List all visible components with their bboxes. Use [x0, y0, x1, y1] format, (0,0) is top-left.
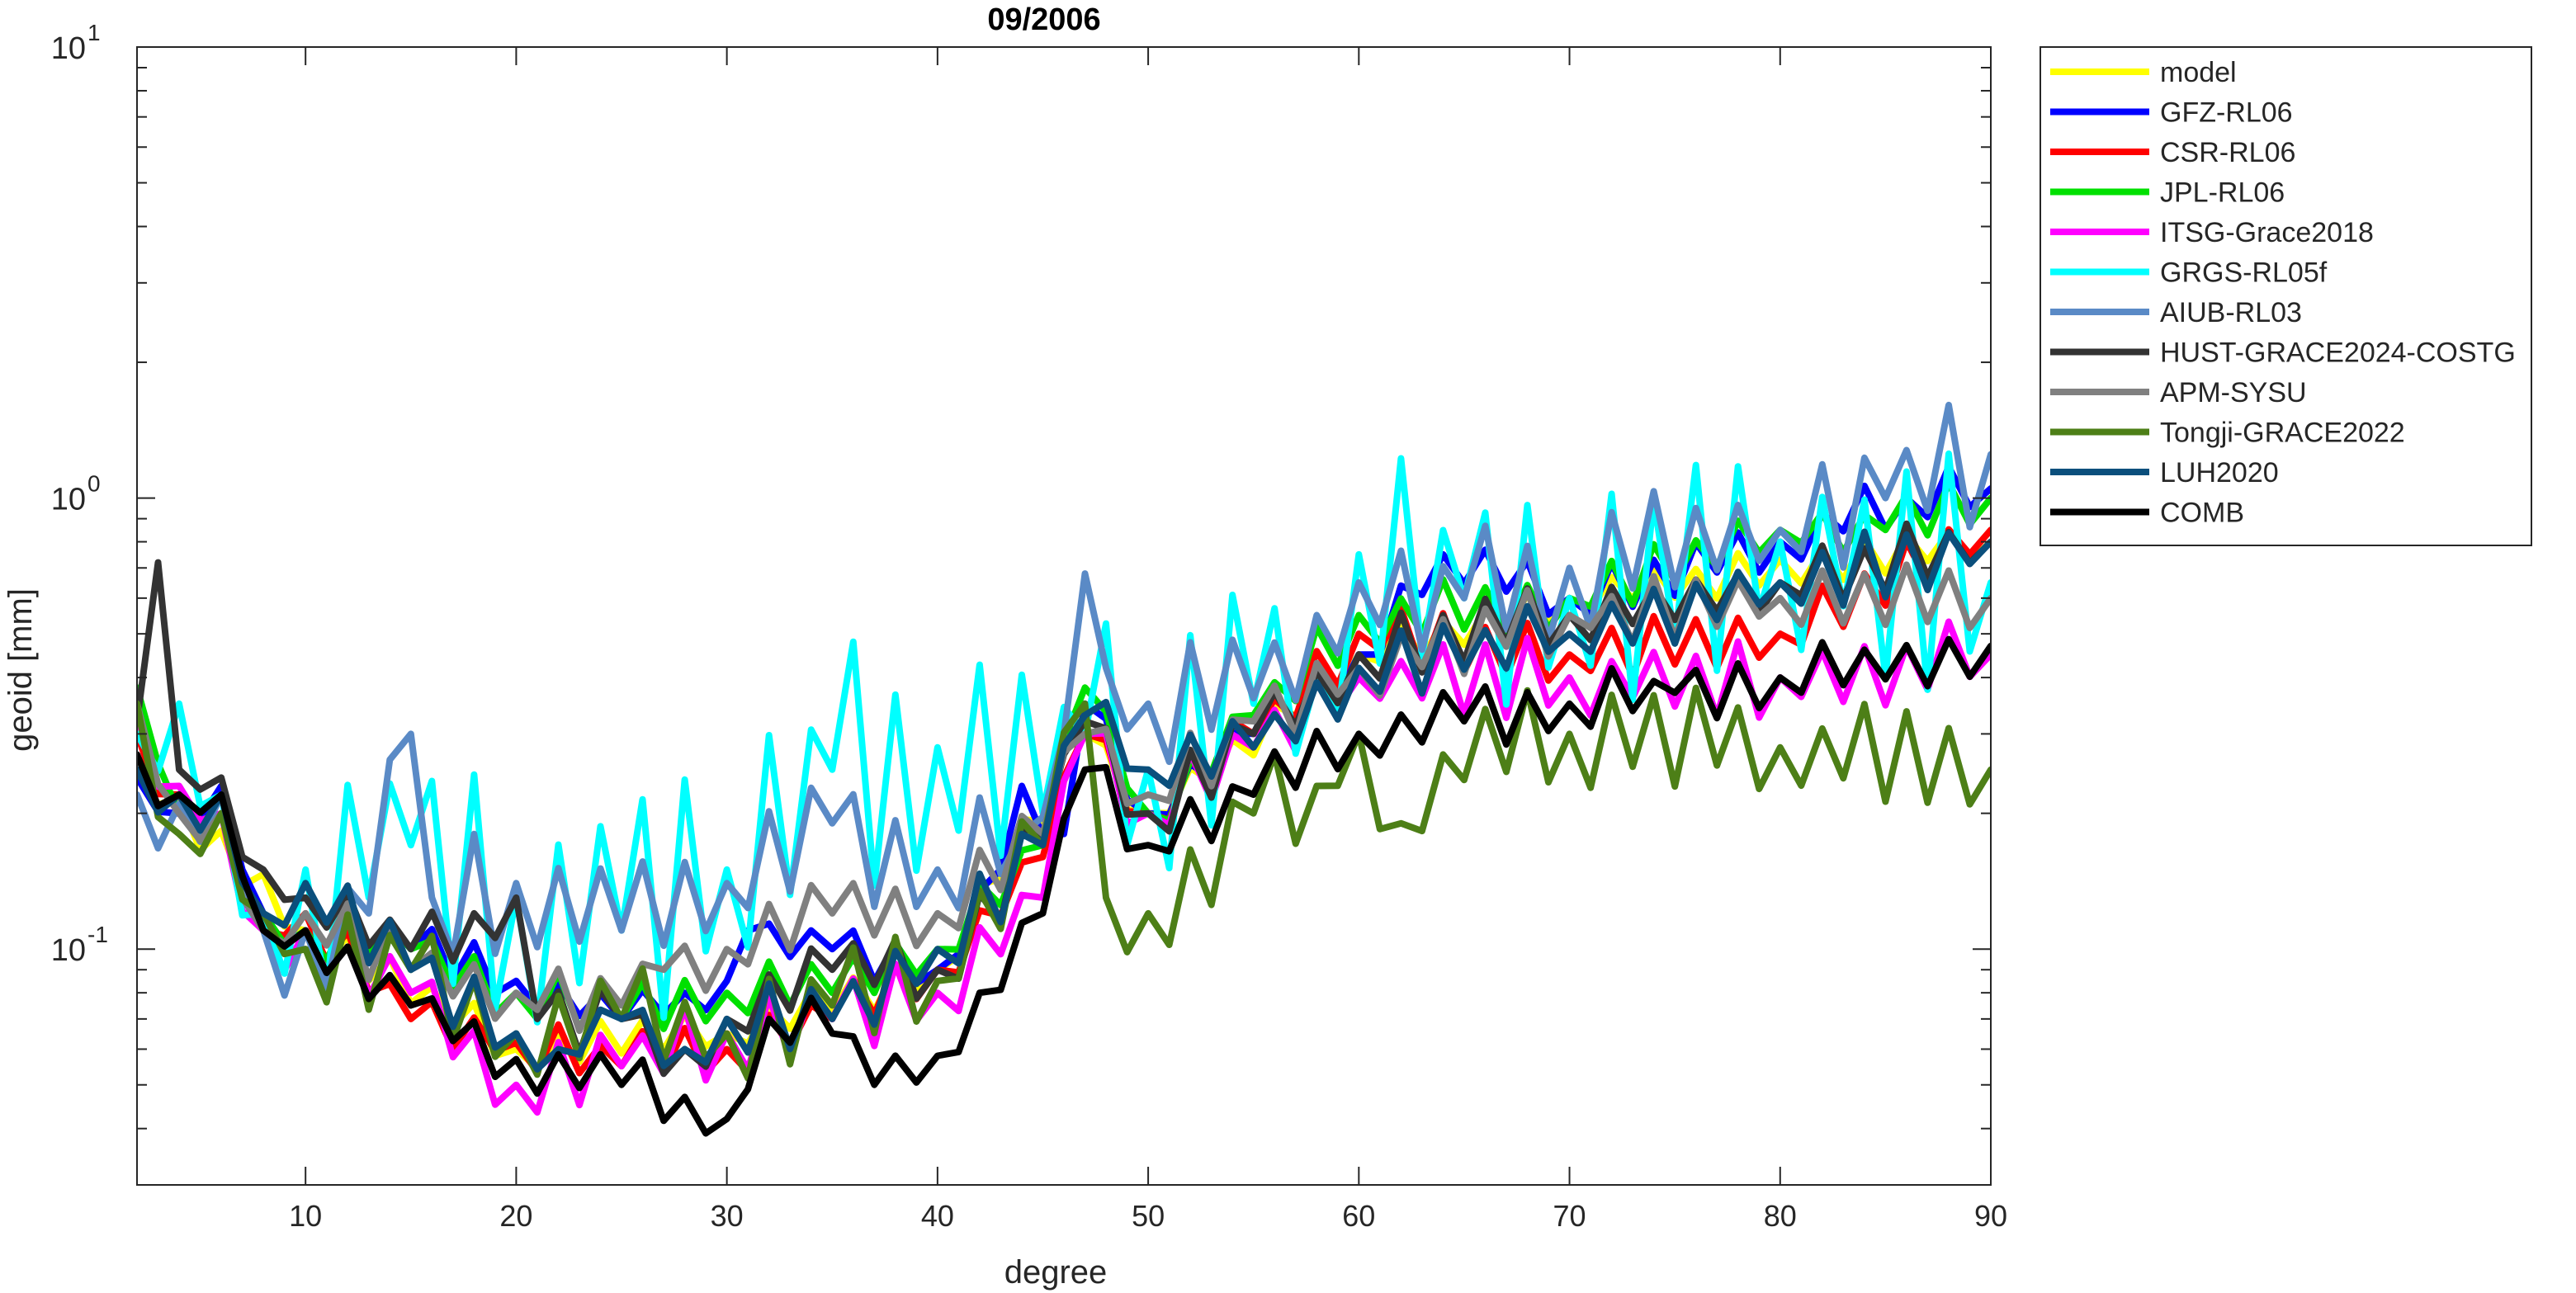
legend-entry-label: HUST-GRACE2024-COSTG	[2160, 337, 2516, 369]
legend-entry-label: AIUB-RL03	[2160, 297, 2302, 328]
y-tick-label-exponent: 1	[87, 20, 101, 45]
x-axis-label: degree	[1004, 1254, 1108, 1291]
y-axis-label: geoid [mm]	[2, 588, 39, 752]
y-tick-label: 10	[51, 933, 86, 968]
legend-box	[2040, 46, 2532, 546]
series-line-LUH2020	[137, 528, 1991, 1073]
x-tick-label: 60	[1342, 1199, 1375, 1233]
axes-box	[136, 46, 1992, 1186]
legend-entry-label: APM-SYSU	[2160, 377, 2307, 408]
y-tick-label: 10	[51, 483, 86, 517]
chart-title: 09/2006	[987, 2, 1100, 37]
y-tick-label: 10	[51, 31, 86, 66]
series-lines	[137, 401, 1991, 1137]
x-tick-label: 30	[711, 1199, 744, 1233]
legend-entry-label: GFZ-RL06	[2160, 97, 2293, 129]
x-tick-label: 70	[1553, 1199, 1586, 1233]
legend-entry-label: Tongji-GRACE2022	[2160, 418, 2405, 449]
legend-entry-label: ITSG-Grace2018	[2160, 217, 2374, 248]
legend-entry-label: JPL-RL06	[2160, 177, 2285, 209]
x-tick-label: 90	[1974, 1199, 2007, 1233]
x-tick-label: 80	[1764, 1199, 1797, 1233]
series-line-COMB	[137, 635, 1991, 1137]
legend-entry-label: COMB	[2160, 498, 2244, 529]
x-tick-label: 20	[499, 1199, 532, 1233]
legend-entry-label: GRGS-RL05f	[2160, 257, 2328, 289]
legend-entry-label: model	[2160, 57, 2237, 88]
y-tick-label-exponent: -1	[87, 922, 108, 947]
legend: model GFZ-RL06 CSR-RL06 JPL-RL06 ITSG-Grace2…	[2040, 46, 2532, 546]
x-tick-label: 40	[921, 1199, 954, 1233]
x-tick-label: 10	[289, 1199, 322, 1233]
legend-entry-label: LUH2020	[2160, 457, 2279, 488]
series-line-GRGS-RL05f	[137, 450, 1991, 1026]
x-tick-label: 50	[1132, 1199, 1165, 1233]
legend-entry-label: CSR-RL06	[2160, 137, 2295, 168]
y-tick-label-exponent: 0	[87, 471, 101, 497]
